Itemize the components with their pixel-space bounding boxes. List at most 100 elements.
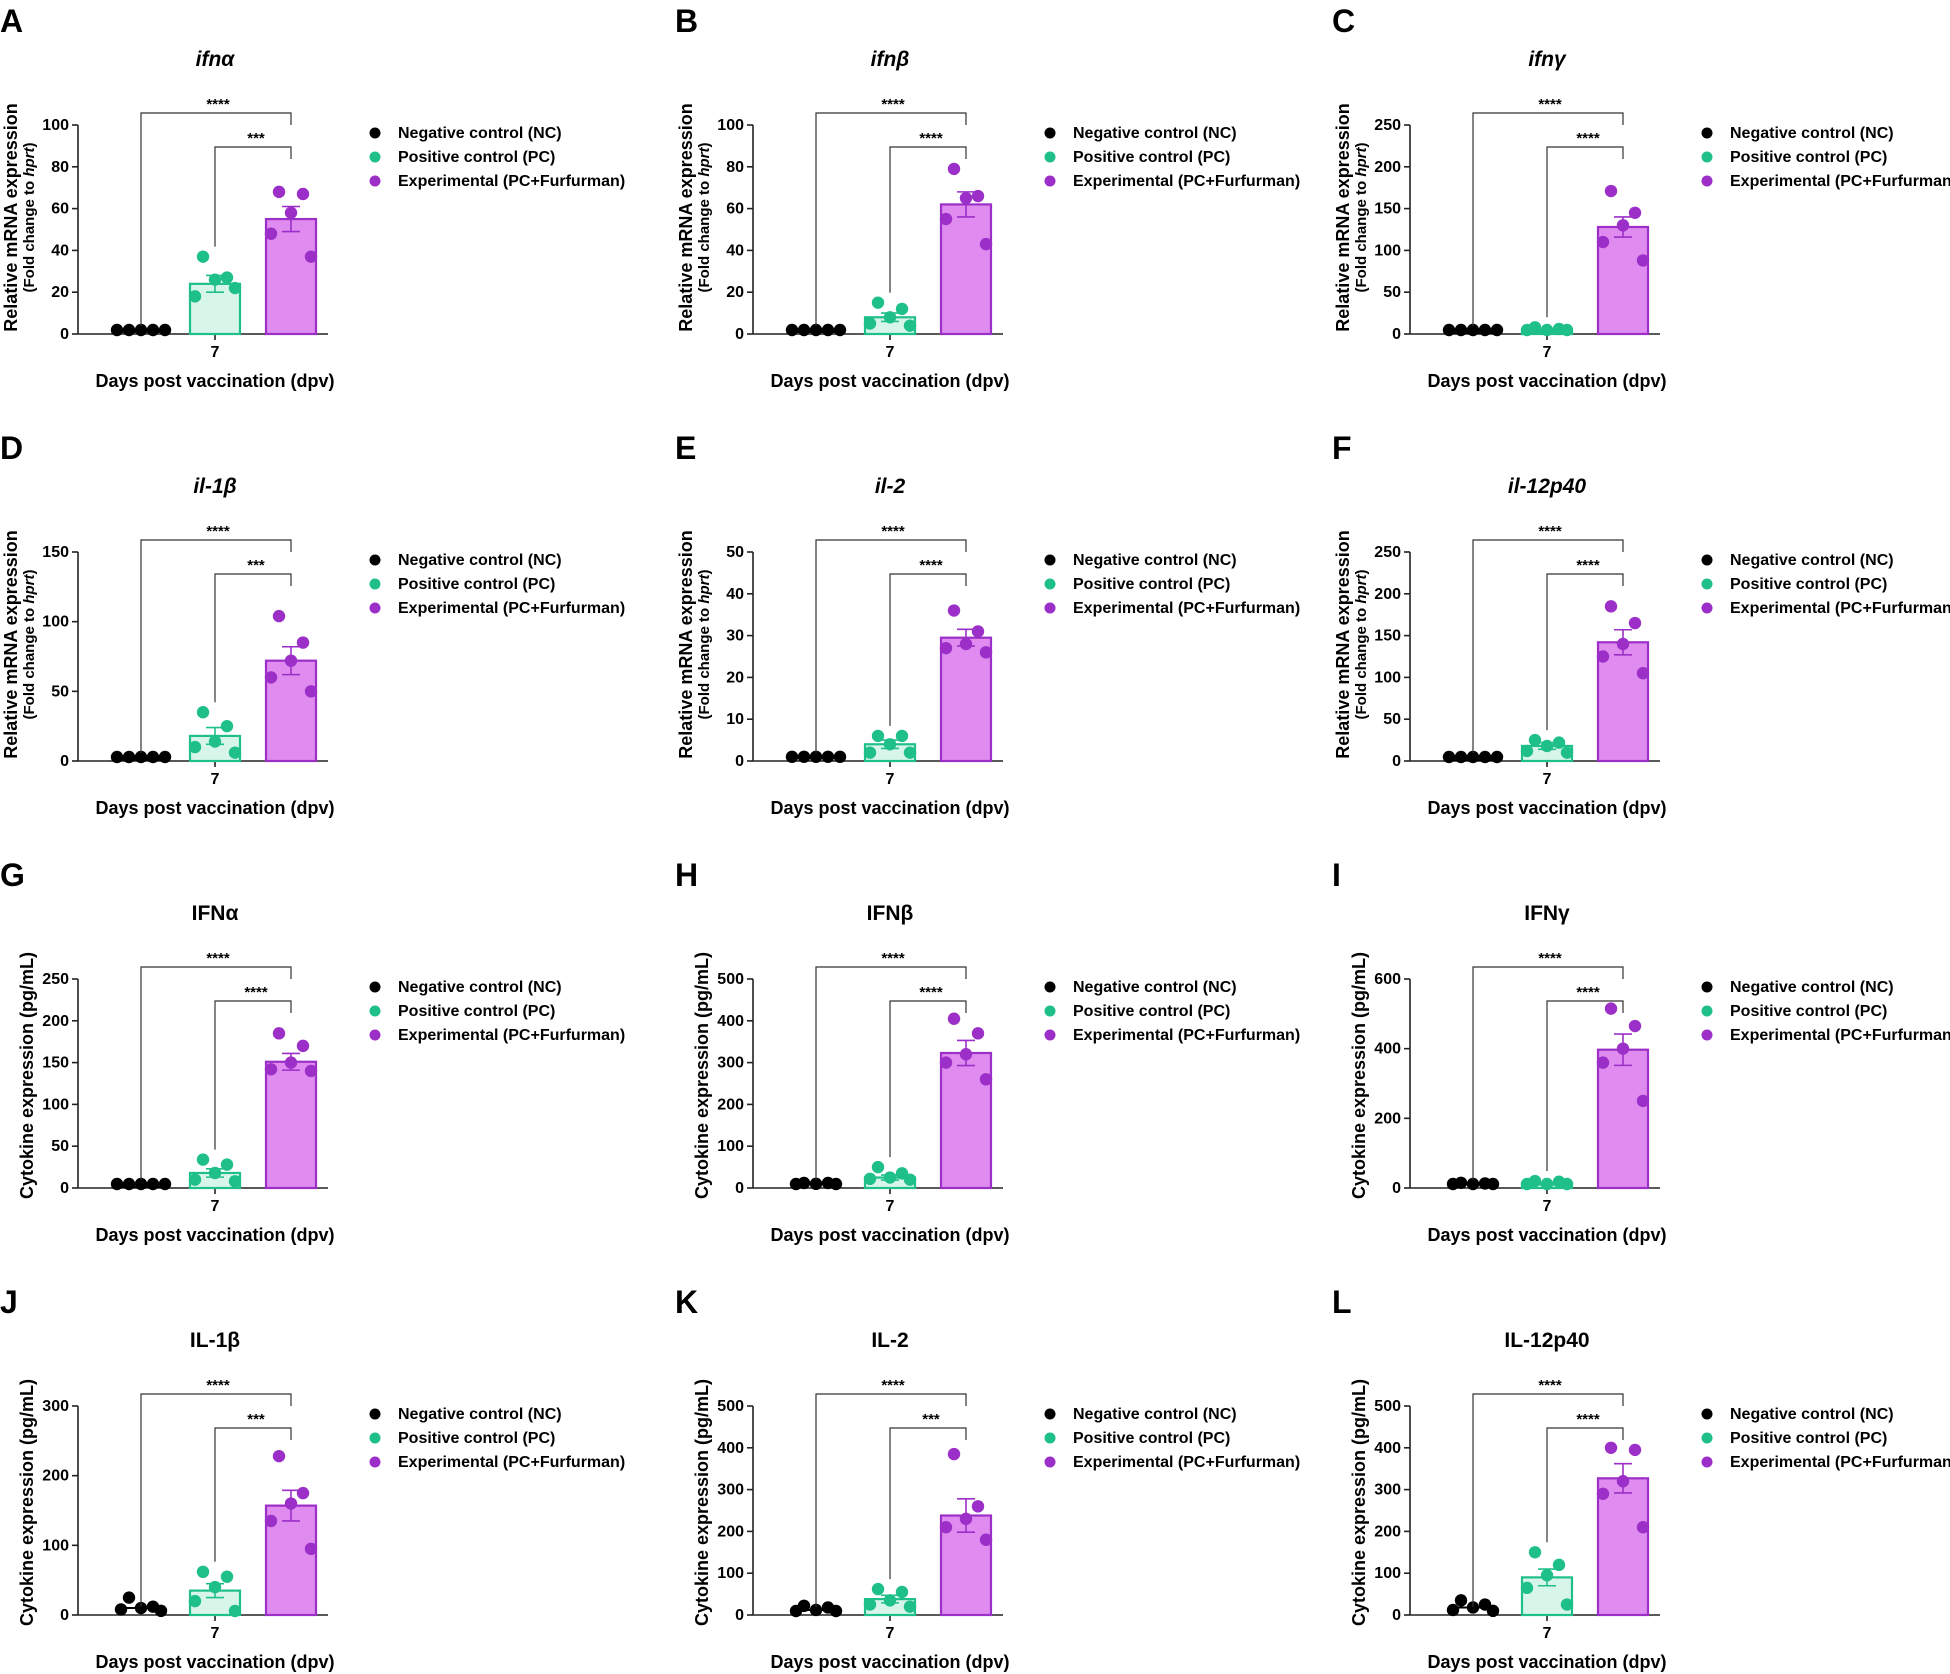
data-point-exp — [1604, 184, 1618, 198]
data-point-exp — [272, 1449, 286, 1463]
legend-label-nc: Negative control (NC) — [398, 979, 562, 996]
data-point-nc — [1454, 323, 1468, 337]
y-axis-sublabel-gene: hprt — [696, 147, 713, 177]
panel-letter: C — [1332, 3, 1355, 39]
data-point-pc — [863, 317, 877, 330]
data-point-exp — [304, 1542, 318, 1556]
chart-title: IFNγ — [1524, 902, 1570, 925]
data-point-nc — [122, 323, 136, 337]
data-point-nc — [158, 323, 172, 337]
data-point-exp — [979, 1073, 993, 1086]
data-point-exp — [939, 212, 953, 226]
chart-title: IL-1β — [190, 1329, 240, 1352]
data-point-pc — [220, 719, 234, 733]
legend-marker-pc — [1044, 1005, 1056, 1017]
panel-i: I IFNγ Cytokine expression (pg/mL) 0 200 400 6… — [1332, 857, 1950, 1245]
data-point-pc — [883, 738, 897, 751]
legend-marker-exp — [369, 1029, 381, 1041]
panel-k: K IL-2 Cytokine expression (pg/mL) 0 100 200 3… — [675, 1284, 1300, 1672]
data-point-pc — [1528, 733, 1542, 747]
legend-label-nc: Negative control (NC) — [1073, 125, 1237, 142]
data-point-nc — [797, 750, 811, 764]
sig-bracket-pc-exp — [889, 1427, 967, 1580]
y-tick-label: 0 — [735, 1180, 744, 1197]
y-tick-label: 500 — [1374, 1398, 1401, 1415]
sig-bracket-nc-exp — [815, 112, 967, 326]
y-axis-sublabel: (Fold change to hprt) — [1353, 143, 1370, 293]
legend-label-pc: Positive control (PC) — [1073, 576, 1230, 593]
sig-bracket-pc-exp — [889, 146, 967, 293]
sig-bracket-pc-exp — [889, 1000, 967, 1158]
data-point-pc — [871, 1582, 885, 1596]
y-tick-label: 300 — [717, 1482, 744, 1499]
y-tick-label: 600 — [1374, 971, 1401, 988]
sig-label-pc-exp: **** — [919, 130, 943, 147]
sig-label-nc-exp: **** — [1538, 96, 1562, 113]
legend-marker-pc — [369, 1432, 381, 1444]
x-axis-label: Days post vaccination (dpv) — [1427, 798, 1666, 818]
legend-marker-pc — [1044, 578, 1056, 590]
legend-marker-exp — [1044, 175, 1056, 187]
y-axis-sublabel-suffix: ) — [21, 143, 38, 148]
legend-marker-pc — [1701, 578, 1713, 590]
x-axis-label: Days post vaccination (dpv) — [1427, 1652, 1666, 1672]
legend-label-pc: Positive control (PC) — [398, 1003, 555, 1020]
y-axis-label: Cytokine expression (pg/mL) — [692, 952, 712, 1199]
data-point-exp — [939, 1056, 953, 1069]
y-tick-label: 100 — [42, 1096, 69, 1113]
sig-bracket-pc-exp — [1546, 146, 1624, 318]
legend-marker-nc — [1044, 127, 1056, 139]
data-point-nc — [1454, 1594, 1468, 1607]
data-point-nc — [134, 750, 148, 764]
sig-label-nc-exp: **** — [881, 950, 905, 967]
chart-title: IL-12p40 — [1504, 1329, 1589, 1352]
sig-bracket-pc-exp — [1546, 573, 1624, 731]
data-point-nc — [1466, 1177, 1480, 1191]
legend-label-exp: Experimental (PC+Furfurman) — [1073, 173, 1300, 190]
y-axis-label: Cytokine expression (pg/mL) — [17, 952, 37, 1199]
y-tick-label: 200 — [42, 1468, 69, 1485]
sig-bracket-nc-exp — [815, 966, 967, 1180]
sig-label-pc-exp: *** — [247, 130, 265, 147]
y-tick-label: 150 — [42, 1055, 69, 1072]
legend-label-exp: Experimental (PC+Furfurman) — [1073, 1454, 1300, 1471]
data-point-pc — [220, 1570, 234, 1583]
data-point-pc — [220, 1158, 234, 1171]
data-point-exp — [939, 641, 953, 655]
y-tick-label: 150 — [1374, 628, 1401, 645]
y-axis-sublabel-gene: hprt — [21, 574, 38, 604]
data-point-exp — [1596, 1487, 1610, 1500]
sig-label-nc-exp: **** — [881, 523, 905, 540]
x-axis-label: Days post vaccination (dpv) — [95, 1652, 334, 1672]
data-point-exp — [296, 1486, 310, 1500]
x-tick-label: 7 — [886, 344, 895, 361]
sig-label-pc-exp: **** — [1576, 984, 1600, 1001]
x-tick-label: 7 — [1543, 344, 1552, 361]
legend-label-nc: Negative control (NC) — [398, 125, 562, 142]
x-tick-label: 7 — [1543, 771, 1552, 788]
data-point-exp — [1636, 1094, 1650, 1108]
legend-marker-nc — [369, 127, 381, 139]
y-axis-sublabel-prefix: (Fold change to — [696, 604, 713, 720]
sig-label-nc-exp: **** — [206, 523, 230, 540]
legend-label-exp: Experimental (PC+Furfurman) — [1073, 1027, 1300, 1044]
data-point-nc — [110, 323, 124, 337]
legend-label-exp: Experimental (PC+Furfurman) — [398, 600, 625, 617]
data-point-exp — [971, 1500, 985, 1513]
data-point-exp — [1616, 637, 1630, 651]
data-point-nc — [122, 750, 136, 764]
y-tick-label: 100 — [42, 614, 69, 631]
data-point-nc — [1466, 1601, 1480, 1614]
legend-marker-nc — [1044, 1408, 1056, 1420]
legend-marker-nc — [369, 1408, 381, 1420]
data-point-nc — [833, 323, 847, 337]
y-tick-label: 200 — [717, 1096, 744, 1113]
bar-exp — [1596, 1048, 1650, 1190]
sig-bracket-nc-exp — [140, 1393, 292, 1607]
data-point-exp — [947, 1447, 961, 1461]
panel-e: Eil-2 Relative mRNA expression (Fold chang… — [675, 430, 1300, 818]
data-point-pc — [188, 1173, 202, 1186]
sig-bracket-nc-exp — [140, 966, 292, 1180]
